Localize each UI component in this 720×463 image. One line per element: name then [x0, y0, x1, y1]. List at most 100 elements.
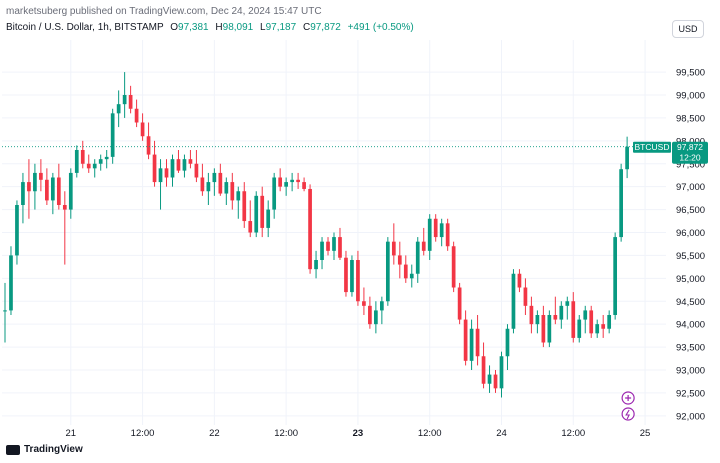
lightning-glyph	[625, 409, 631, 420]
candle-body-down	[146, 136, 151, 155]
candle-body-up	[374, 310, 378, 325]
candle-body-up	[583, 310, 588, 320]
time-tick-label: 12:00	[274, 428, 298, 439]
price-axis: 92,000 92,500 93,000 93,500 94,000 94,500 95,0…	[676, 68, 705, 423]
candle-body-up	[499, 356, 504, 389]
candle-body-down	[200, 177, 205, 192]
candle-body-down	[362, 301, 366, 306]
price-tick-label: 98,500	[676, 113, 705, 124]
candle-body-up	[547, 315, 552, 343]
candle-body-down	[433, 218, 438, 238]
tradingview-logo-icon	[6, 444, 20, 455]
price-tick-label: 93,000	[676, 366, 705, 377]
candle-body-up	[415, 241, 420, 274]
candle-body-down	[445, 223, 450, 247]
candle-body-up	[613, 237, 618, 315]
candle-body-down	[62, 205, 67, 210]
candle-body-up	[74, 150, 79, 173]
candle-body-down	[296, 179, 300, 183]
lightning-event-icon[interactable]	[621, 407, 635, 421]
candle-body-up	[314, 260, 318, 270]
candle-body-down	[344, 257, 348, 293]
candle-body-down	[589, 310, 594, 334]
low-value: 97,187	[265, 22, 297, 33]
publisher-line: marketsuberg published on TradingView.co…	[6, 6, 322, 17]
last-price-label: 97,872	[677, 142, 703, 152]
candle-body-down	[194, 163, 199, 178]
candle-body-up	[577, 319, 582, 338]
price-tick-label: 94,500	[676, 297, 705, 308]
candle-body-up	[206, 182, 211, 192]
close-label: C	[302, 22, 311, 33]
candle-body-down	[140, 122, 145, 137]
price-tick-label: 99,500	[676, 68, 705, 79]
candle-body-down	[451, 246, 456, 288]
candle-body-down	[56, 177, 61, 205]
time-axis: 21 12:00 22 12:00 23 12:00 24 12:00 25	[66, 428, 651, 439]
candle-body-up	[3, 310, 7, 312]
candle-body-up	[272, 177, 277, 210]
candle-body-up	[284, 182, 288, 187]
candle-body-down	[260, 195, 265, 228]
time-tick-label: 21	[66, 428, 77, 439]
event-markers	[621, 391, 635, 421]
candle-body-up	[607, 315, 612, 329]
candle-body-down	[457, 287, 462, 320]
candle-body-up	[182, 159, 187, 171]
candle-body-up	[595, 324, 600, 334]
time-tick-label: 22	[209, 428, 220, 439]
candle-body-up	[266, 209, 271, 228]
candle-body-down	[523, 287, 528, 306]
candle-body-down	[242, 191, 247, 222]
currency-button[interactable]: USD	[672, 20, 704, 38]
candle-body-up	[15, 205, 19, 256]
candle-body-up	[332, 237, 336, 251]
price-tick-label: 95,000	[676, 274, 705, 285]
candle-body-up	[92, 163, 97, 169]
low-label: L	[260, 22, 266, 33]
candle-body-down	[403, 264, 408, 279]
candle-body-up	[380, 301, 384, 311]
candle-body-down	[230, 182, 235, 201]
candle-body-down	[248, 221, 253, 233]
time-tick-label: 23	[353, 428, 364, 439]
candle-body-up	[320, 241, 324, 260]
time-tick-label: 12:00	[131, 428, 155, 439]
candle-body-up	[625, 146, 629, 170]
candle-body-down	[541, 315, 546, 343]
candle-body-down	[571, 301, 576, 338]
candle-body-up	[110, 113, 115, 157]
close-value: 97,872	[310, 22, 341, 33]
candle-body-down	[475, 328, 480, 357]
candle-body-down	[326, 241, 330, 251]
candle-body-up	[170, 159, 175, 178]
candle-series	[3, 72, 629, 398]
price-tick-label: 97,500	[676, 159, 705, 170]
symbol-label[interactable]: Bitcoin / U.S. Dollar, 1h, BITSTAMP	[6, 22, 164, 33]
candle-body-down	[176, 159, 181, 171]
price-tick-label: 96,000	[676, 228, 705, 239]
candle-body-up	[104, 156, 109, 160]
price-tick-label: 99,000	[676, 91, 705, 102]
candle-body-down	[218, 172, 223, 194]
candle-body-up	[511, 273, 516, 329]
candle-body-up	[122, 95, 127, 105]
candle-body-down	[164, 168, 169, 178]
price-tick-label: 96,500	[676, 205, 705, 216]
open-label: O	[170, 22, 179, 33]
candle-body-up	[505, 328, 510, 357]
price-tick-label: 92,000	[676, 411, 705, 422]
candle-body-up	[236, 191, 241, 201]
ticker-tag	[633, 141, 671, 153]
candle-body-down	[80, 150, 85, 164]
candle-body-up	[33, 172, 37, 192]
last-price-tag	[672, 141, 708, 164]
bar-countdown-label: 12:20	[679, 153, 701, 163]
candle-body-up	[212, 172, 217, 183]
open-value: 97,381	[178, 22, 209, 33]
candle-body-up	[158, 168, 163, 183]
candle-body-down	[302, 182, 306, 189]
candle-body-up	[224, 182, 229, 194]
candle-body-down	[134, 108, 139, 123]
